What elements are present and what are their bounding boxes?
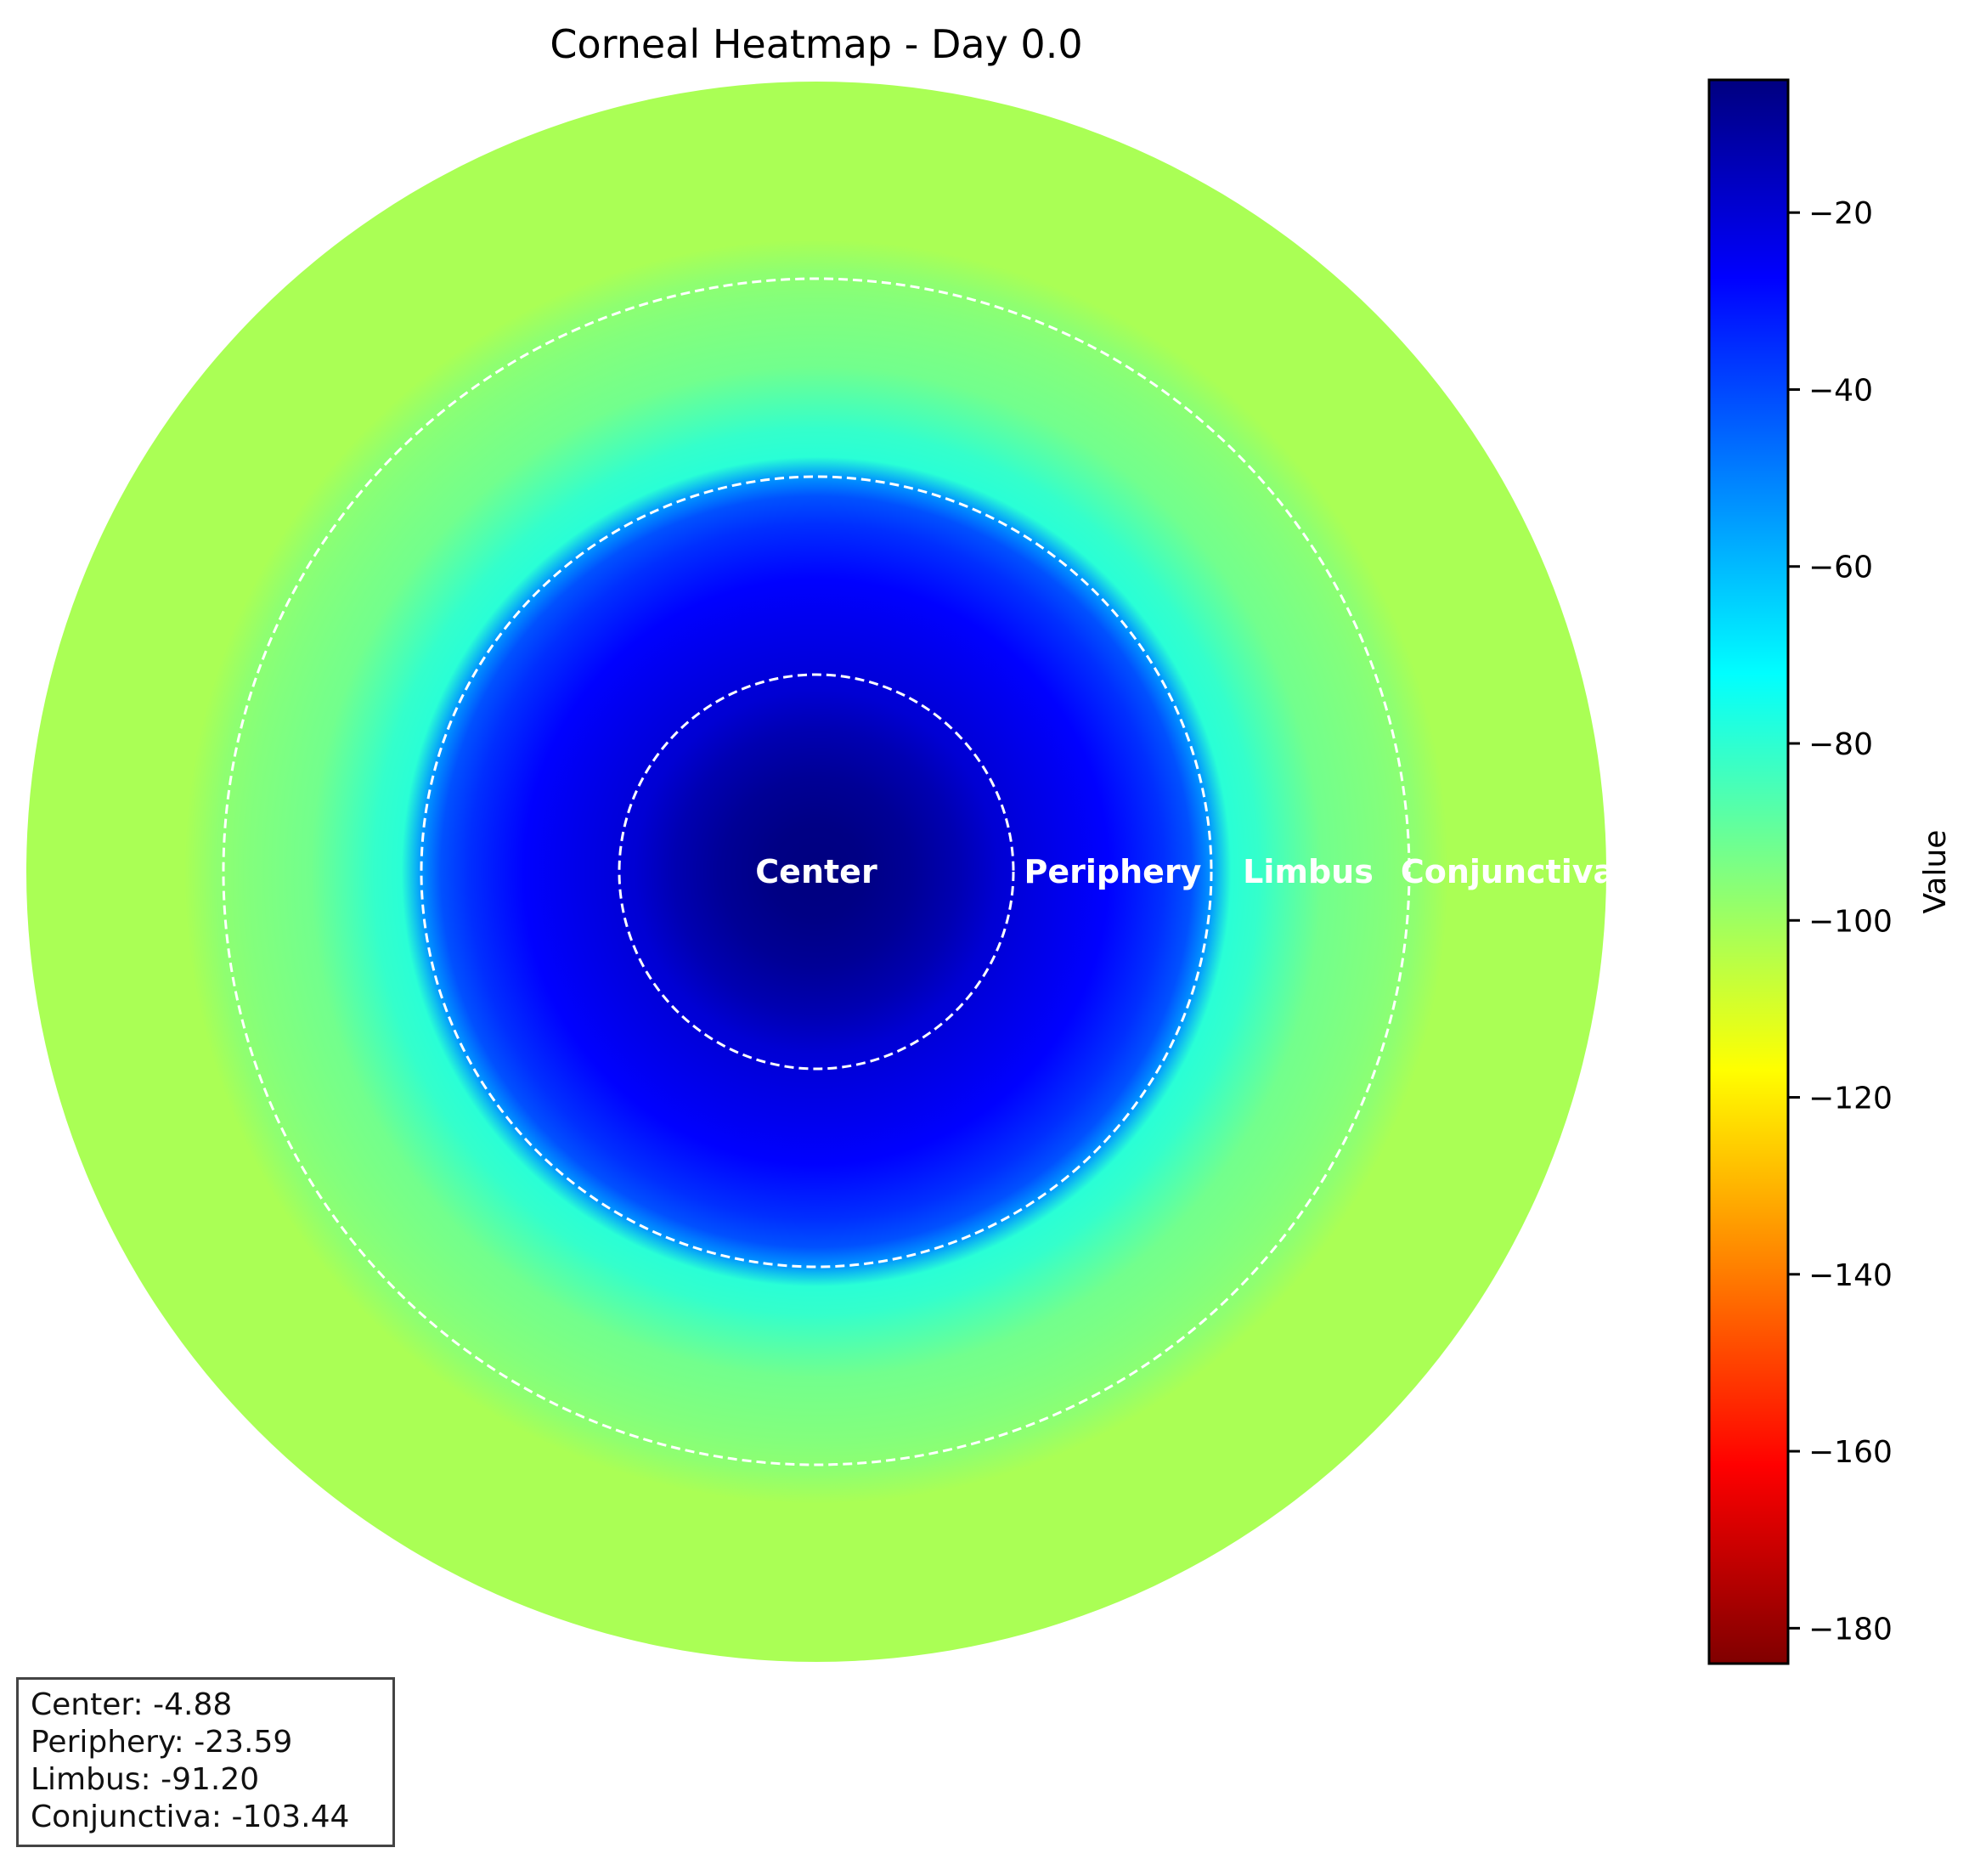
zone-boundary-ring-3 xyxy=(222,277,1411,1466)
stats-line-conjunctiva: Conjunctiva: -103.44 xyxy=(31,1800,350,1834)
zone-boundaries xyxy=(222,277,1411,1466)
colorbar-frame xyxy=(1707,78,1790,1665)
colorbar-tick-label: −100 xyxy=(1808,904,1893,939)
zone-label-limbus: Limbus xyxy=(1243,853,1374,890)
zone-label-periphery: Periphery xyxy=(1024,853,1202,890)
colorbar-tick-label: −160 xyxy=(1808,1435,1893,1470)
zone-boundary-ring-1 xyxy=(618,673,1015,1071)
zone-labels: Center Periphery Limbus Conjunctiva xyxy=(755,853,1615,890)
colorbar-tick-label: −60 xyxy=(1808,551,1873,585)
colorbar-tick-label: −40 xyxy=(1808,373,1873,408)
colorbar-tick-label: −180 xyxy=(1808,1612,1893,1647)
colorbar: −20 −40 −60 −80 −100 −120 −140 −160 −180 Value xyxy=(1707,78,1953,1665)
zone-stats-box: Center: -4.88 Periphery: -23.59 Limbus: … xyxy=(16,1677,395,1847)
zone-boundary-ring-2 xyxy=(420,475,1213,1269)
colorbar-ticks: −20 −40 −60 −80 −100 −120 −140 −160 −180 xyxy=(1788,196,1893,1647)
colorbar-tick-label: −80 xyxy=(1808,727,1873,762)
chart-title: Corneal Heatmap - Day 0.0 xyxy=(550,21,1082,67)
colorbar-fill xyxy=(1709,80,1788,1664)
colorbar-tick-label: −140 xyxy=(1808,1258,1893,1293)
stats-line-limbus: Limbus: -91.20 xyxy=(31,1762,260,1797)
colorbar-label: Value xyxy=(1918,830,1953,914)
stats-line-periphery: Periphery: -23.59 xyxy=(31,1725,293,1760)
stats-line-center: Center: -4.88 xyxy=(31,1687,233,1722)
colorbar-tick-label: −20 xyxy=(1808,196,1873,231)
plot-area: Center Periphery Limbus Conjunctiva xyxy=(26,82,1615,1662)
zone-label-conjunctiva: Conjunctiva xyxy=(1401,853,1615,890)
cornea-disc xyxy=(26,82,1606,1662)
colorbar-tick-label: −120 xyxy=(1808,1082,1893,1116)
zone-label-center: Center xyxy=(755,853,877,890)
